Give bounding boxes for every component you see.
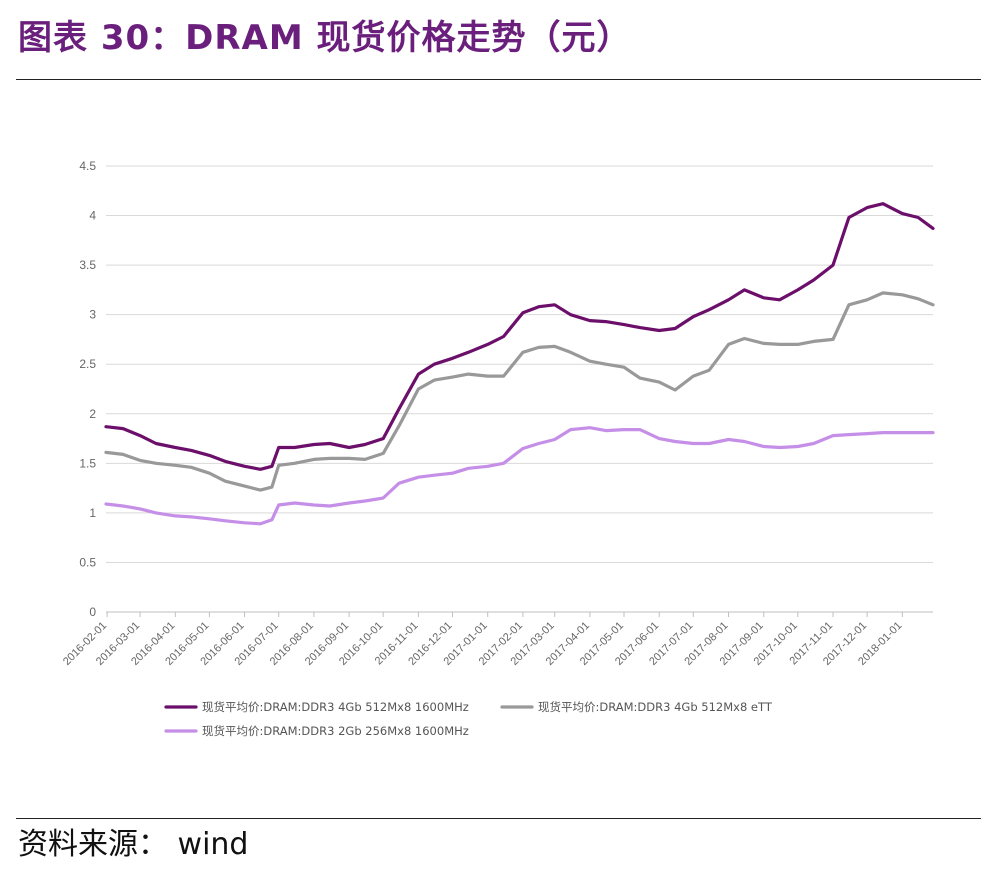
series-line-3 — [104, 426, 935, 526]
y-tick-label: 3.5 — [79, 258, 96, 272]
legend: 现货平均价:DRAM:DDR3 4Gb 512Mx8 1600MHz 现货平均价:… — [164, 700, 773, 738]
y-axis-ticks: 0 0.5 1 1.5 2 2.5 3 3.5 4 4.5 — [79, 159, 96, 619]
legend-label-2: 现货平均价:DRAM:DDR3 4Gb 512Mx8 eTT — [538, 700, 773, 714]
y-tick-label: 4.5 — [79, 159, 96, 173]
series-line-1 — [104, 202, 935, 471]
legend-label-1: 现货平均价:DRAM:DDR3 4Gb 512Mx8 1600MHz — [202, 700, 469, 714]
y-tick-label: 0.5 — [79, 555, 96, 569]
y-tick-label: 4 — [89, 209, 96, 223]
legend-label-3: 现货平均价:DRAM:DDR3 2Gb 256Mx8 1600MHz — [202, 724, 469, 738]
series-lines — [104, 202, 935, 526]
y-tick-label: 1 — [89, 506, 96, 520]
x-axis-ticks: 2016-02-012016-03-012016-04-012016-05-01… — [61, 612, 904, 668]
y-tick-label: 2.5 — [79, 357, 96, 371]
source-note: 资料来源： wind — [18, 827, 249, 862]
y-tick-label: 1.5 — [79, 456, 96, 470]
footer-divider — [16, 818, 981, 819]
grid-lines — [106, 165, 933, 563]
y-tick-label: 0 — [89, 605, 96, 619]
series-line-2 — [104, 291, 935, 492]
title-divider — [16, 79, 981, 80]
y-tick-label: 2 — [89, 407, 96, 421]
line-chart: 0 0.5 1 1.5 2 2.5 3 3.5 4 4.5 2016-02-012016-03-0… — [61, 159, 935, 738]
y-tick-label: 3 — [89, 308, 96, 322]
chart-title: 图表 30：DRAM 现货价格走势（元） — [18, 18, 632, 58]
